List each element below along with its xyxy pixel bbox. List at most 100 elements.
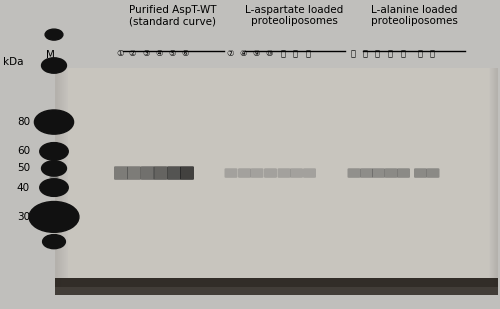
Bar	[55, 68, 62, 295]
Bar	[496, 68, 498, 295]
Text: ⑥: ⑥	[182, 49, 189, 58]
Bar	[494, 68, 498, 295]
FancyBboxPatch shape	[372, 168, 385, 178]
Circle shape	[40, 143, 68, 160]
FancyBboxPatch shape	[290, 168, 303, 178]
FancyBboxPatch shape	[224, 168, 237, 178]
Circle shape	[42, 58, 66, 73]
Text: ⑩: ⑩	[266, 49, 273, 58]
FancyBboxPatch shape	[303, 168, 316, 178]
Bar	[55, 68, 62, 295]
Bar	[55, 68, 65, 295]
Text: 60: 60	[17, 146, 30, 156]
Bar	[55, 68, 59, 295]
Text: ⑰: ⑰	[388, 49, 392, 58]
Bar	[492, 68, 498, 295]
Text: ⑳: ⑳	[430, 49, 435, 58]
Text: ⑦: ⑦	[226, 49, 234, 58]
Bar	[55, 68, 498, 295]
Bar	[55, 68, 60, 295]
Bar	[55, 278, 498, 295]
Text: 40: 40	[17, 183, 30, 193]
Bar	[55, 68, 58, 295]
Circle shape	[29, 201, 79, 232]
Bar	[496, 68, 498, 295]
Bar	[492, 68, 498, 295]
FancyBboxPatch shape	[50, 167, 58, 179]
Circle shape	[40, 179, 68, 196]
Text: kDa: kDa	[2, 57, 23, 67]
Text: 30: 30	[17, 212, 30, 222]
Bar	[55, 68, 56, 295]
Text: ⑮: ⑮	[362, 49, 368, 58]
Text: ⑭: ⑭	[350, 49, 356, 58]
Circle shape	[34, 110, 74, 134]
Text: ⑪: ⑪	[280, 49, 285, 58]
FancyBboxPatch shape	[154, 166, 168, 180]
Bar	[55, 68, 67, 295]
Text: 80: 80	[17, 117, 30, 127]
Bar	[492, 68, 498, 295]
Bar	[490, 68, 498, 295]
Bar	[55, 68, 58, 295]
Bar	[55, 68, 66, 295]
Circle shape	[42, 235, 66, 249]
FancyBboxPatch shape	[414, 168, 427, 178]
Bar	[55, 68, 63, 295]
FancyBboxPatch shape	[348, 168, 360, 178]
Text: M: M	[46, 50, 54, 60]
Bar	[55, 68, 68, 295]
Text: L-aspartate loaded
proteoliposomes: L-aspartate loaded proteoliposomes	[245, 5, 343, 26]
FancyBboxPatch shape	[384, 168, 398, 178]
Text: ⑬: ⑬	[306, 49, 311, 58]
FancyBboxPatch shape	[238, 168, 251, 178]
FancyBboxPatch shape	[127, 166, 141, 180]
FancyBboxPatch shape	[114, 166, 128, 180]
Text: ⑨: ⑨	[252, 49, 260, 58]
Bar	[496, 68, 498, 295]
Text: ⑧: ⑧	[240, 49, 247, 58]
Bar	[55, 68, 60, 295]
FancyBboxPatch shape	[167, 166, 181, 180]
Bar	[55, 68, 64, 295]
Bar	[494, 68, 498, 295]
Text: ⑱: ⑱	[400, 49, 406, 58]
Text: 50: 50	[17, 163, 30, 173]
Circle shape	[42, 161, 66, 176]
Text: ⑤: ⑤	[169, 49, 176, 58]
Bar	[493, 68, 498, 295]
Circle shape	[45, 29, 63, 40]
FancyBboxPatch shape	[140, 166, 154, 180]
Bar	[496, 68, 498, 295]
Text: ④: ④	[155, 49, 163, 58]
Text: L-alanine loaded
proteoliposomes: L-alanine loaded proteoliposomes	[370, 5, 458, 26]
FancyBboxPatch shape	[278, 168, 290, 178]
Bar	[55, 68, 64, 295]
Bar	[492, 68, 498, 295]
Text: ⑯: ⑯	[375, 49, 380, 58]
Bar	[490, 68, 498, 295]
Bar	[494, 68, 498, 295]
Bar	[55, 287, 498, 295]
Bar	[55, 68, 66, 295]
Bar	[491, 68, 498, 295]
Bar	[55, 68, 68, 295]
Text: ⑫: ⑫	[293, 49, 298, 58]
FancyBboxPatch shape	[264, 168, 277, 178]
Bar	[497, 68, 498, 295]
Bar	[55, 68, 57, 295]
FancyBboxPatch shape	[397, 168, 410, 178]
Bar	[55, 68, 56, 295]
Text: ②: ②	[129, 49, 136, 58]
FancyBboxPatch shape	[250, 168, 264, 178]
Text: Purified AspT-WT
(standard curve): Purified AspT-WT (standard curve)	[129, 5, 216, 26]
Bar	[490, 68, 498, 295]
Bar	[495, 68, 498, 295]
Text: ③: ③	[142, 49, 150, 58]
Text: ⑲: ⑲	[418, 49, 422, 58]
Text: ①: ①	[116, 49, 124, 58]
FancyBboxPatch shape	[426, 168, 440, 178]
FancyBboxPatch shape	[180, 166, 194, 180]
Bar	[55, 68, 61, 295]
FancyBboxPatch shape	[360, 168, 373, 178]
